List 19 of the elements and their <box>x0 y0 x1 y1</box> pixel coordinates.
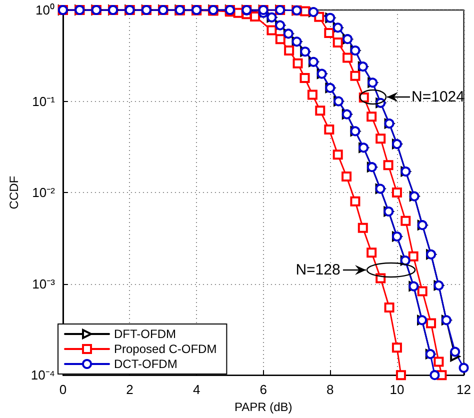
x-tick-label: 4 <box>192 382 200 398</box>
y-tick-label: 10⁻³ <box>32 276 56 292</box>
y-axis-title: CCDF <box>7 176 21 210</box>
y-tick-label: 10⁻⁴ <box>30 368 55 383</box>
x-tick-label: 12 <box>456 382 472 398</box>
legend-label: DFT-OFDM <box>114 327 176 341</box>
x-tick-label: 10 <box>390 382 404 398</box>
x-tick-label: 2 <box>126 382 134 398</box>
x-axis-title: PAPR (dB) <box>234 400 292 414</box>
annotation: N=1024 <box>412 88 464 106</box>
legend-label: DCT-OFDM <box>114 357 178 371</box>
y-tick-label: 10⁰ <box>35 2 55 18</box>
x-tick-label: 0 <box>59 382 67 398</box>
y-tick-label: 10⁻² <box>32 185 56 200</box>
y-tick-label: 10⁻¹ <box>32 94 56 109</box>
annotation: N=128 <box>296 262 340 278</box>
legend-label: Proposed C-OFDM <box>114 342 217 356</box>
x-tick-label: 6 <box>260 382 267 398</box>
x-tick-label: 8 <box>326 382 334 398</box>
